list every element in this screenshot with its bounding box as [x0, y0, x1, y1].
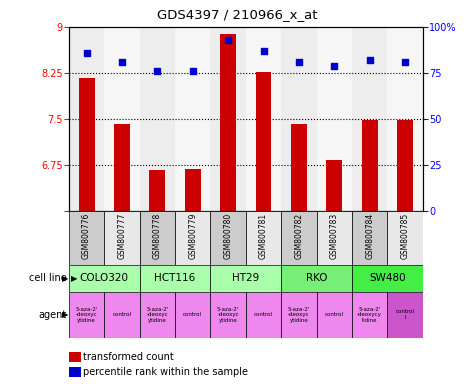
Text: ▶: ▶ [71, 274, 78, 283]
Bar [388, 27, 423, 211]
Text: 5-aza-2'
-deoxyc
ytidine: 5-aza-2' -deoxyc ytidine [76, 306, 98, 323]
Bar [210, 27, 246, 211]
Bar [281, 265, 352, 292]
Text: GSM800781: GSM800781 [259, 213, 268, 259]
Bar [175, 27, 210, 211]
Text: agent: agent [38, 310, 66, 320]
Text: GSM800783: GSM800783 [330, 213, 339, 259]
Text: COLO320: COLO320 [80, 273, 129, 283]
Bar [326, 160, 342, 211]
Text: GSM800785: GSM800785 [400, 213, 409, 259]
Bar [352, 265, 423, 292]
Bar [246, 27, 281, 211]
Point [401, 59, 409, 65]
Text: RKO: RKO [306, 273, 327, 283]
Text: GSM800777: GSM800777 [117, 213, 126, 259]
Bar [281, 292, 317, 338]
Bar [175, 211, 210, 265]
Bar [281, 27, 317, 211]
Bar [149, 170, 165, 211]
Bar [220, 34, 236, 211]
Bar [140, 27, 175, 211]
Text: percentile rank within the sample: percentile rank within the sample [83, 367, 248, 377]
Bar [316, 292, 352, 338]
Point [83, 50, 90, 56]
Bar [397, 120, 413, 211]
Bar [352, 292, 388, 338]
Text: GSM800784: GSM800784 [365, 213, 374, 259]
Point [260, 48, 267, 54]
Point [366, 57, 373, 63]
Bar [246, 211, 281, 265]
Point [118, 59, 126, 65]
Text: HT29: HT29 [232, 273, 259, 283]
Bar [175, 292, 210, 338]
Bar [316, 27, 352, 211]
Bar [352, 27, 388, 211]
Text: 5-aza-2'
-deoxyc
ytidine: 5-aza-2' -deoxyc ytidine [217, 306, 239, 323]
Point [295, 59, 303, 65]
Bar [361, 120, 378, 211]
Bar [69, 265, 140, 292]
Text: control: control [325, 312, 344, 318]
Bar [104, 211, 140, 265]
Text: cell line: cell line [29, 273, 66, 283]
Bar [246, 292, 281, 338]
Point [224, 37, 232, 43]
Bar [388, 292, 423, 338]
Bar [185, 169, 201, 211]
Bar [210, 292, 246, 338]
Text: 5-aza-2'
-deoxycy
tidine: 5-aza-2' -deoxycy tidine [357, 306, 382, 323]
Text: control: control [183, 312, 202, 318]
Point [153, 68, 161, 74]
Bar [256, 72, 272, 211]
Text: GDS4397 / 210966_x_at: GDS4397 / 210966_x_at [157, 8, 318, 21]
Text: 5-aza-2'
-deoxyc
ytidine: 5-aza-2' -deoxyc ytidine [146, 306, 169, 323]
Point [189, 68, 197, 74]
Bar [388, 211, 423, 265]
Bar [210, 211, 246, 265]
Bar [69, 27, 104, 211]
Bar [140, 265, 210, 292]
Bar [291, 124, 307, 211]
Text: control
l: control l [396, 310, 415, 320]
Text: control: control [254, 312, 273, 318]
Bar [210, 265, 281, 292]
Bar [104, 27, 140, 211]
Text: ▶: ▶ [62, 310, 68, 319]
Bar [114, 124, 130, 211]
Point [331, 63, 338, 69]
Text: GSM800776: GSM800776 [82, 213, 91, 259]
Text: GSM800778: GSM800778 [153, 213, 162, 259]
Text: ▶: ▶ [62, 274, 68, 283]
Bar [104, 292, 140, 338]
Bar [140, 211, 175, 265]
Text: GSM800782: GSM800782 [294, 213, 304, 259]
Text: GSM800780: GSM800780 [224, 213, 233, 259]
Bar [352, 211, 388, 265]
Bar [281, 211, 317, 265]
Bar [69, 211, 104, 265]
Text: transformed count: transformed count [83, 352, 174, 362]
Bar [69, 292, 104, 338]
Text: 5-aza-2'
-deoxyc
ytidine: 5-aza-2' -deoxyc ytidine [288, 306, 310, 323]
Bar [316, 211, 352, 265]
Text: GSM800779: GSM800779 [188, 213, 197, 259]
Text: HCT116: HCT116 [154, 273, 196, 283]
Text: control: control [113, 312, 132, 318]
Bar [140, 292, 175, 338]
Bar [78, 78, 95, 211]
Text: SW480: SW480 [369, 273, 406, 283]
